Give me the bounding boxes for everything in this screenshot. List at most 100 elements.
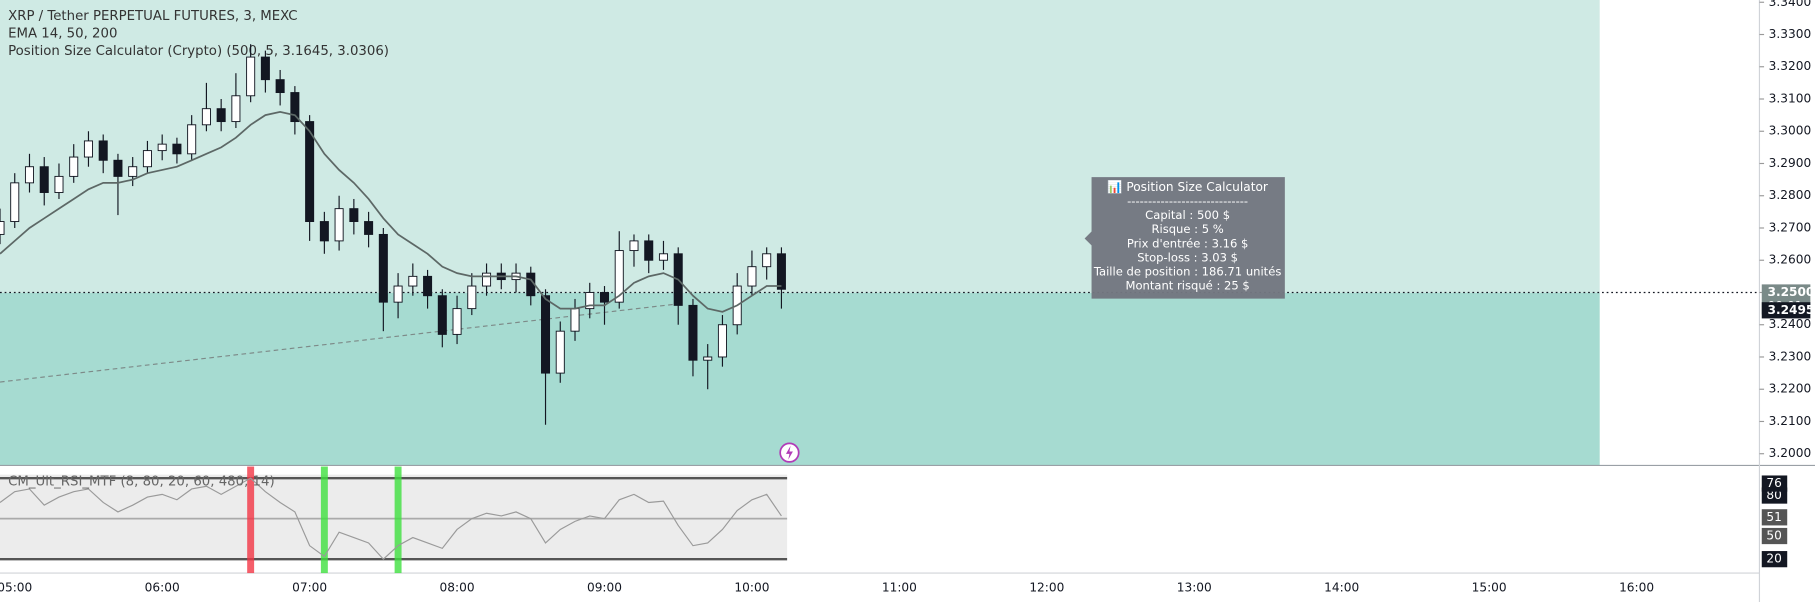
rsi-tick-box — [1761, 527, 1788, 545]
y-tick-label: 3.3400 — [1769, 0, 1811, 9]
symbol-title: XRP / Tether PERPETUAL FUTURES, 3, MEXC — [8, 9, 297, 24]
trend-line — [0, 302, 684, 383]
x-tick-label: 16:00 — [1619, 581, 1654, 595]
candle-body — [349, 208, 359, 223]
y-tick-label: 3.2200 — [1769, 382, 1811, 396]
psc-legend: Position Size Calculator (Crypto) (500, … — [8, 44, 389, 59]
event-bolt — [785, 445, 793, 460]
candle-body — [305, 121, 315, 223]
candle-body — [260, 56, 270, 81]
rsi-marker-label: 51 — [1766, 510, 1781, 524]
candle-body — [216, 108, 226, 123]
candle-body — [187, 124, 197, 155]
candle-body — [246, 56, 256, 97]
candle-body — [83, 140, 93, 158]
candle-body — [231, 95, 241, 123]
candle-body — [319, 221, 329, 242]
x-tick-label: 05:00 — [0, 581, 32, 595]
bid-box — [1761, 302, 1811, 319]
candle-body — [172, 143, 182, 155]
candle-body — [703, 356, 713, 361]
y-tick-label: 3.3300 — [1769, 27, 1811, 41]
tooltip-line: Montant risqué : 25 $ — [1125, 279, 1249, 293]
candle-body — [24, 166, 35, 184]
ema-line — [0, 111, 782, 313]
candle-body — [69, 156, 79, 177]
ema-legend: EMA 14, 50, 200 — [8, 27, 117, 42]
candle-body — [290, 92, 300, 123]
tooltip-box — [1084, 177, 1285, 299]
x-tick-label: 11:00 — [882, 581, 917, 595]
candle-body — [334, 208, 344, 242]
rsi-line — [0, 477, 782, 560]
y-tick-label: 3.2700 — [1769, 220, 1811, 234]
stop-zone — [0, 292, 1600, 466]
rsi-title: CM_Ult_RSI_MTF (8, 80, 20, 60, 480, 14) — [8, 475, 275, 490]
candle-body — [629, 240, 639, 252]
rsi-signal — [247, 466, 255, 574]
candle-body — [201, 108, 211, 126]
tooltip-line: Capital : 500 $ — [1145, 208, 1230, 222]
rsi-tick-label: 50 — [1766, 529, 1781, 543]
rsi-tick-label: 20 — [1766, 552, 1781, 566]
rsi-marker-box — [1761, 509, 1788, 526]
candle-body — [275, 79, 285, 94]
tooltip-title: 📊 Position Size Calculator — [1107, 179, 1268, 194]
candle-body — [393, 285, 403, 303]
candle-body — [717, 324, 727, 358]
rsi-signal — [320, 466, 328, 574]
candle-body — [482, 272, 492, 287]
tooltip-line: ----------------------------- — [1127, 194, 1248, 208]
target-zone — [0, 0, 1600, 293]
tooltip-line: Prix d'entrée : 3.16 $ — [1127, 236, 1248, 250]
x-tick-label: 12:00 — [1029, 581, 1064, 595]
rsi-marker-box — [1761, 475, 1788, 492]
y-tick-label: 3.2000 — [1769, 446, 1811, 460]
candle-body — [157, 143, 167, 152]
x-tick-label: 06:00 — [145, 581, 180, 595]
y-tick-label: 3.2400 — [1769, 317, 1811, 331]
candle-body — [776, 253, 786, 290]
x-tick-label: 14:00 — [1324, 581, 1359, 595]
x-tick-label: 15:00 — [1472, 581, 1507, 595]
candle-body — [437, 295, 447, 335]
candle-body — [54, 175, 64, 193]
candle-body — [570, 308, 580, 332]
candle-body — [364, 221, 374, 235]
y-tick-label: 3.2800 — [1769, 188, 1811, 202]
x-tick-label: 13:00 — [1177, 581, 1212, 595]
candle-body — [747, 266, 757, 287]
candle-body — [423, 275, 433, 297]
candle-body — [688, 304, 698, 361]
candle-body — [644, 240, 654, 261]
tooltip-line: Taille de position : 186.71 unités — [1093, 265, 1282, 279]
rsi-band — [0, 474, 788, 561]
x-tick-label: 07:00 — [292, 581, 327, 595]
candle-body — [378, 233, 388, 303]
candle-body — [128, 166, 138, 177]
candle-body — [452, 308, 462, 335]
y-tick-label: 3.2600 — [1769, 253, 1811, 267]
candle-body — [98, 140, 108, 161]
candle-body — [10, 182, 20, 223]
last-price-label: 3.2500 — [1768, 285, 1815, 299]
candle-body — [762, 253, 772, 268]
rsi-tick-box — [1761, 551, 1788, 568]
y-tick-label: 3.2100 — [1769, 414, 1811, 428]
y-tick-label: 3.3200 — [1769, 59, 1811, 73]
bid-label: 3.2495 — [1768, 303, 1815, 317]
candle-body — [142, 150, 152, 168]
candle-body — [467, 285, 477, 310]
y-tick-label: 3.2300 — [1769, 349, 1811, 363]
candle-body — [555, 330, 565, 374]
candle-body — [658, 253, 668, 261]
y-tick-label: 3.2900 — [1769, 156, 1811, 170]
rsi-signal — [394, 466, 402, 574]
tooltip-line: Risque : 5 % — [1151, 222, 1223, 236]
candle-body — [408, 275, 418, 287]
y-tick-label: 3.3000 — [1769, 124, 1811, 138]
y-tick-label: 3.3100 — [1769, 91, 1811, 105]
candle-body — [39, 166, 49, 193]
